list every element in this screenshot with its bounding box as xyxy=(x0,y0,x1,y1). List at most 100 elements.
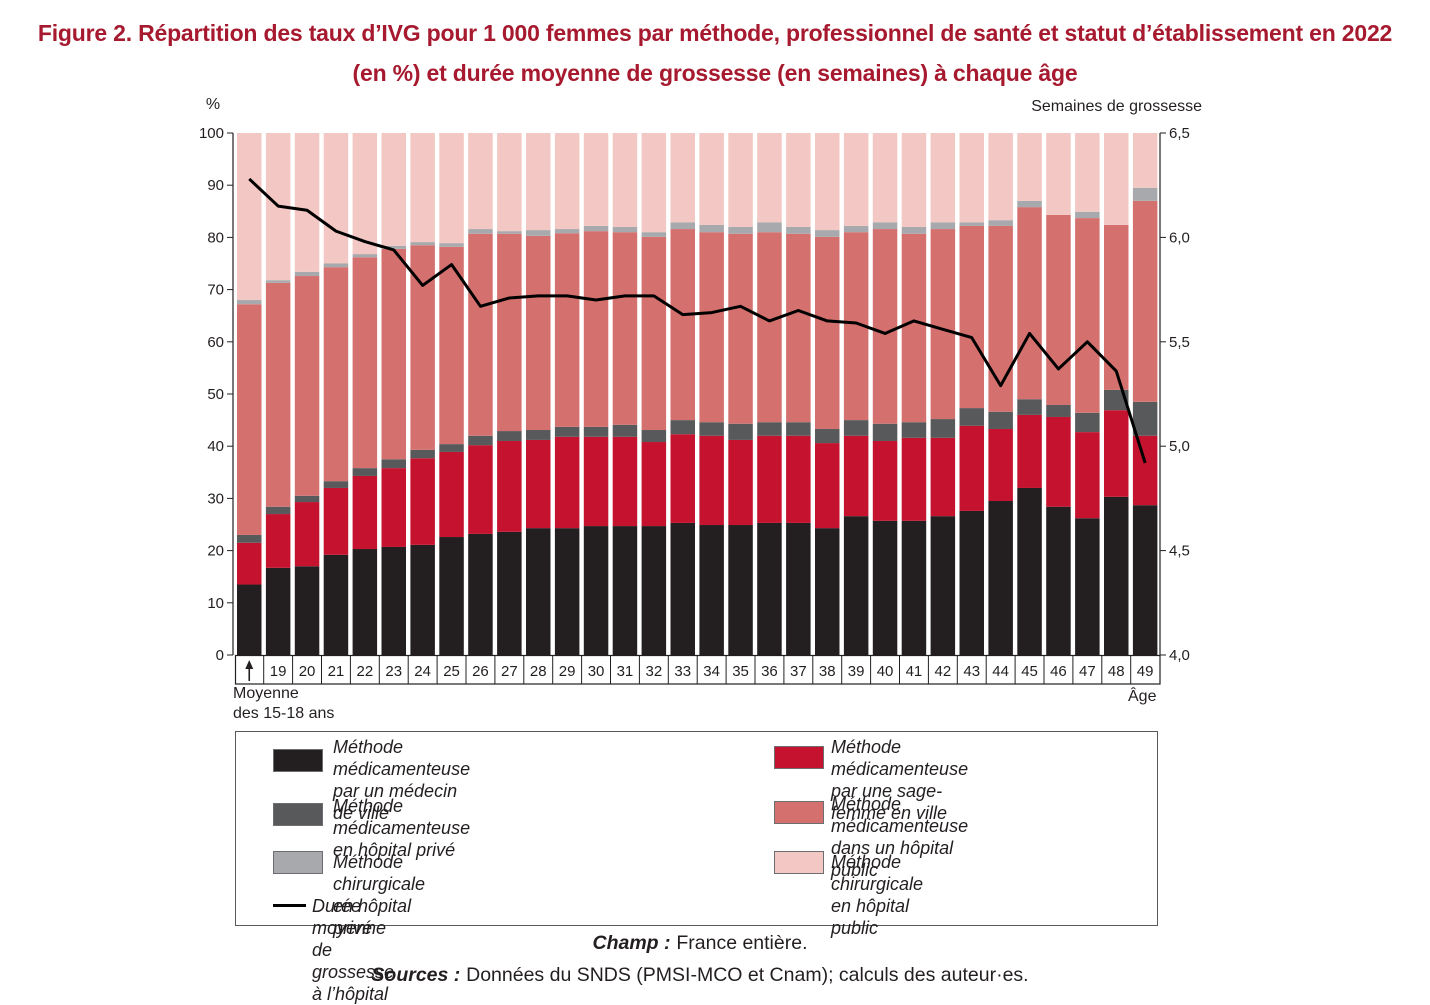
x-tick-label: 30 xyxy=(588,663,605,680)
bar-medecin-ville-7 xyxy=(439,537,464,655)
bar-hopital-public-chir-7 xyxy=(439,133,464,244)
bar-sage-femme-ville-13 xyxy=(612,436,638,527)
bar-hopital-prive-chir-11 xyxy=(554,229,580,234)
bar-hopital-public-chir-26 xyxy=(988,133,1013,221)
bar-hopital-prive-med-12 xyxy=(583,426,609,437)
bar-hopital-public-chir-23 xyxy=(901,133,927,227)
bar-medecin-ville-10 xyxy=(526,528,551,655)
y-left-tick-label: 40 xyxy=(207,438,224,455)
x-tick-label: 47 xyxy=(1079,663,1096,680)
legend-label-hopital-prive-chir: Méthode chirurgicale en hôpital privé xyxy=(333,852,426,938)
bar-hopital-prive-med-6 xyxy=(410,449,435,459)
x-axis-title: Âge xyxy=(1128,688,1157,705)
x-tick-label: 24 xyxy=(414,663,431,680)
bar-medecin-ville-1 xyxy=(265,567,291,655)
bar-hopital-public-med-5 xyxy=(381,248,406,460)
x-tick-label: 22 xyxy=(357,663,374,680)
bar-hopital-public-chir-31 xyxy=(1132,133,1158,188)
x-tick-label: 44 xyxy=(992,663,1009,680)
bar-hopital-prive-med-4 xyxy=(352,468,378,476)
bar-medecin-ville-18 xyxy=(757,522,782,655)
bar-hopital-prive-chir-8 xyxy=(468,229,493,234)
y-left-axis-title: % xyxy=(206,96,220,113)
x-tick-label: 48 xyxy=(1108,663,1125,680)
bar-hopital-public-med-23 xyxy=(901,233,927,423)
bar-hopital-prive-chir-5 xyxy=(381,245,406,249)
x-tick-label: 32 xyxy=(646,663,663,680)
bar-medecin-ville-29 xyxy=(1075,518,1100,655)
legend-label-hopital-prive-med: Méthode médicamenteuse en hôpital privé xyxy=(333,796,471,860)
bar-hopital-prive-med-31 xyxy=(1132,401,1158,436)
bar-sage-femme-ville-30 xyxy=(1104,410,1129,497)
bar-hopital-public-chir-3 xyxy=(323,133,349,264)
bar-hopital-prive-med-13 xyxy=(612,424,638,437)
bar-sage-femme-ville-9 xyxy=(497,440,522,532)
bar-sage-femme-ville-17 xyxy=(728,439,753,526)
x-tick-label: 36 xyxy=(761,663,778,680)
bar-hopital-public-chir-29 xyxy=(1075,133,1100,212)
x-tick-label: 38 xyxy=(819,663,836,680)
footer-notes: Champ : France entière. Sources : Données … xyxy=(0,927,1400,991)
x-axis-strip: 19 20 21 22 23 24 25 26 27 28 29 30 31 32 33 34 35 36 37 38… xyxy=(234,654,1161,685)
bar-hopital-prive-chir-4 xyxy=(352,254,378,258)
bar-medecin-ville-30 xyxy=(1104,496,1129,655)
legend-label-hopital-public-med: Méthode médicamenteuse dans un hôpital p… xyxy=(831,794,969,880)
bar-hopital-prive-med-20 xyxy=(815,428,840,444)
y-left-tick-label: 70 xyxy=(207,282,224,299)
x-tick-label: 20 xyxy=(299,663,316,680)
bar-hopital-prive-chir-27 xyxy=(1017,200,1042,208)
x-tick-label: 33 xyxy=(674,663,691,680)
x-tick-label: 42 xyxy=(935,663,952,680)
footer-sources: Sources : Données du SNDS (PMSI-MCO et Cn… xyxy=(0,959,1400,991)
bar-sage-femme-ville-16 xyxy=(699,435,724,526)
x-tick-label: 39 xyxy=(848,663,865,680)
bar-hopital-prive-med-19 xyxy=(786,422,811,436)
bar-sage-femme-ville-1 xyxy=(265,514,291,568)
bar-hopital-prive-med-14 xyxy=(641,430,667,443)
bar-sage-femme-ville-29 xyxy=(1075,432,1100,519)
x-tick-label: 28 xyxy=(530,663,547,680)
bar-hopital-prive-chir-13 xyxy=(612,226,638,233)
bar-medecin-ville-11 xyxy=(554,528,580,655)
bar-sage-femme-ville-27 xyxy=(1017,414,1042,488)
bar-hopital-prive-med-8 xyxy=(468,435,493,446)
bar-sage-femme-ville-22 xyxy=(872,440,898,521)
legend-label-hopital-public-chir: Méthode chirurgicale en hôpital public xyxy=(831,852,924,938)
legend-swatch-hopital-public-chir xyxy=(774,851,824,874)
bar-hopital-prive-chir-14 xyxy=(641,232,667,237)
bar-hopital-public-chir-11 xyxy=(554,133,580,230)
bar-sage-femme-ville-8 xyxy=(468,445,493,534)
y-left-tick-label: 20 xyxy=(207,543,224,560)
bar-hopital-public-chir-18 xyxy=(757,133,782,223)
bar-hopital-public-chir-17 xyxy=(728,133,753,227)
bar-hopital-public-med-20 xyxy=(815,236,840,429)
x-tick-label: 45 xyxy=(1021,663,1038,680)
bar-medecin-ville-17 xyxy=(728,525,753,655)
bar-hopital-public-med-9 xyxy=(497,233,522,432)
bar-sage-femme-ville-0 xyxy=(237,542,262,585)
x-tick-label: 46 xyxy=(1050,663,1067,680)
sources-label: Sources : xyxy=(371,964,461,986)
bar-medecin-ville-2 xyxy=(294,566,320,655)
bar-sage-femme-ville-11 xyxy=(554,436,580,529)
bar-hopital-public-med-26 xyxy=(988,225,1013,412)
bar-hopital-prive-med-22 xyxy=(872,423,898,441)
bars xyxy=(237,133,1158,655)
bar-medecin-ville-5 xyxy=(381,546,406,655)
bar-hopital-public-med-28 xyxy=(1046,214,1071,405)
bar-sage-femme-ville-15 xyxy=(670,434,695,523)
x-axis-strip-frame xyxy=(234,654,1161,685)
y-left-tick-label: 90 xyxy=(207,177,224,194)
bar-medecin-ville-13 xyxy=(612,526,638,655)
bar-hopital-public-med-30 xyxy=(1104,224,1129,390)
bar-hopital-prive-med-24 xyxy=(930,419,956,438)
bar-hopital-public-med-11 xyxy=(554,233,580,427)
bar-hopital-public-chir-28 xyxy=(1046,133,1071,215)
bar-hopital-public-med-0 xyxy=(237,304,262,535)
bar-hopital-prive-chir-0 xyxy=(237,300,262,305)
bar-hopital-public-chir-14 xyxy=(641,133,667,233)
bar-medecin-ville-28 xyxy=(1046,506,1071,655)
bar-medecin-ville-20 xyxy=(815,528,840,655)
bar-sage-femme-ville-3 xyxy=(323,487,349,555)
bar-hopital-public-med-15 xyxy=(670,229,695,421)
